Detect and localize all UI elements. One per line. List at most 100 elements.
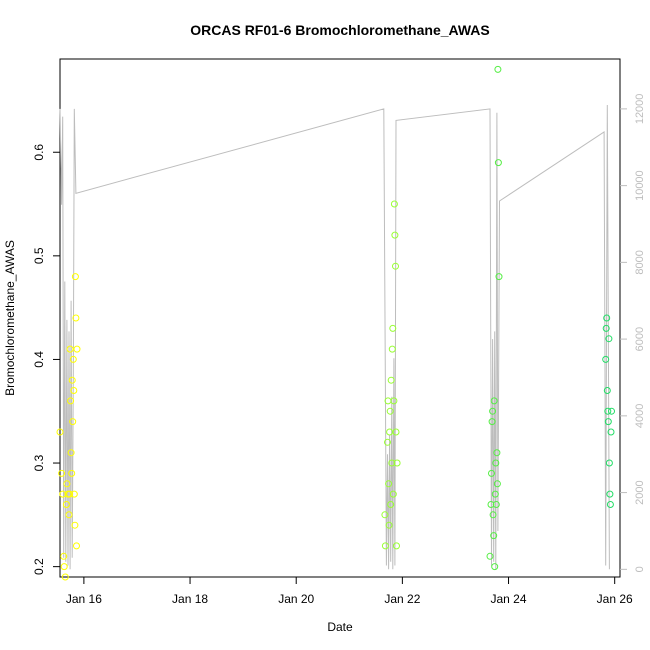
data-point: [68, 469, 76, 477]
y-tick-label: 0.6: [32, 144, 46, 161]
y2-tick-label: 2000: [634, 480, 646, 504]
data-point: [70, 387, 78, 394]
data-point: [488, 418, 496, 426]
points-group: [56, 65, 615, 581]
data-point: [489, 511, 497, 519]
data-point: [62, 501, 70, 508]
data-point: [71, 521, 79, 529]
altitude-line-group: [59, 104, 610, 570]
data-point: [69, 418, 77, 426]
y-tick-label: 0.2: [32, 558, 46, 575]
data-point: [602, 355, 610, 363]
data-point: [388, 345, 396, 353]
data-point: [386, 407, 394, 415]
data-point: [381, 542, 389, 550]
y2-tick-label: 12000: [634, 94, 646, 125]
y2-tick-label: 8000: [634, 250, 646, 274]
data-point: [59, 490, 67, 498]
data-point: [603, 314, 611, 322]
x-tick-label: Jan 16: [66, 592, 102, 606]
data-point: [390, 200, 398, 208]
data-point: [493, 480, 501, 488]
data-point: [69, 355, 77, 363]
data-point: [392, 428, 400, 436]
data-point: [385, 521, 393, 529]
y-tick-label: 0.5: [32, 247, 46, 264]
data-point: [68, 376, 76, 384]
data-point: [389, 490, 397, 498]
data-point: [65, 511, 73, 519]
data-point: [606, 490, 614, 498]
data-point: [494, 65, 502, 73]
data-point: [63, 480, 71, 488]
data-point: [491, 563, 499, 571]
data-point: [604, 418, 612, 426]
data-point: [387, 501, 395, 508]
data-point: [389, 324, 397, 332]
x-tick-label: Jan 24: [491, 592, 527, 606]
data-point: [493, 449, 501, 457]
data-point: [488, 469, 495, 477]
data-point: [58, 469, 66, 477]
x-tick-label: Jan 26: [597, 592, 633, 606]
y-axis: 0.2 0.3 0.4 0.5 0.6: [32, 144, 60, 575]
y2-tick-label: 0: [634, 566, 646, 572]
data-point: [381, 511, 389, 519]
data-point: [608, 407, 615, 415]
data-point: [392, 262, 399, 270]
x-tick-label: Jan 22: [384, 592, 420, 606]
data-point: [490, 532, 498, 540]
data-point: [603, 387, 611, 394]
data-point: [388, 459, 396, 467]
data-point: [393, 459, 401, 467]
x-axis-label: Date: [327, 620, 353, 634]
x-axis: Jan 16 Jan 18 Jan 20 Jan 22 Jan 24 Jan 26: [66, 576, 633, 606]
data-point: [604, 407, 612, 415]
data-point: [492, 501, 500, 508]
data-point: [605, 335, 613, 343]
data-point: [606, 501, 614, 508]
data-point: [486, 552, 494, 560]
data-point: [602, 324, 610, 332]
data-point: [60, 563, 68, 571]
y2-tick-label: 10000: [634, 170, 646, 201]
data-point: [491, 490, 499, 498]
data-point: [495, 273, 503, 281]
data-point: [67, 397, 75, 405]
data-point: [391, 231, 399, 239]
y2-tick-label: 6000: [634, 327, 646, 351]
y-tick-label: 0.4: [32, 351, 46, 368]
data-point: [73, 542, 80, 550]
y-axis-label: Bromochloromethane_AWAS: [3, 240, 17, 396]
y-tick-label: 0.3: [32, 454, 46, 471]
altitude-line: [59, 104, 610, 570]
plot-frame: [59, 58, 621, 578]
data-point: [387, 376, 395, 384]
data-point: [384, 438, 391, 446]
y2-tick-label: 4000: [634, 404, 646, 428]
data-point: [490, 397, 498, 405]
data-point: [67, 449, 75, 457]
data-point: [489, 407, 497, 415]
data-point: [56, 428, 64, 436]
data-point: [390, 397, 398, 405]
data-point: [494, 159, 502, 167]
data-point: [61, 573, 69, 581]
data-point: [66, 490, 74, 498]
data-point: [487, 501, 495, 508]
data-point: [66, 345, 74, 353]
x-tick-label: Jan 18: [172, 592, 208, 606]
data-point: [607, 428, 615, 436]
data-point: [60, 552, 68, 560]
data-point: [393, 542, 400, 550]
data-point: [70, 490, 78, 498]
data-point: [492, 459, 500, 467]
chart-title: ORCAS RF01-6 Bromochloromethane_AWAS: [190, 22, 490, 38]
y2-axis: 0 2000 4000 6000 8000 10000 12000: [620, 94, 646, 572]
x-tick-label: Jan 20: [278, 592, 314, 606]
data-point: [73, 345, 81, 353]
data-point: [71, 273, 79, 281]
data-point: [72, 314, 80, 322]
data-point: [605, 459, 613, 467]
